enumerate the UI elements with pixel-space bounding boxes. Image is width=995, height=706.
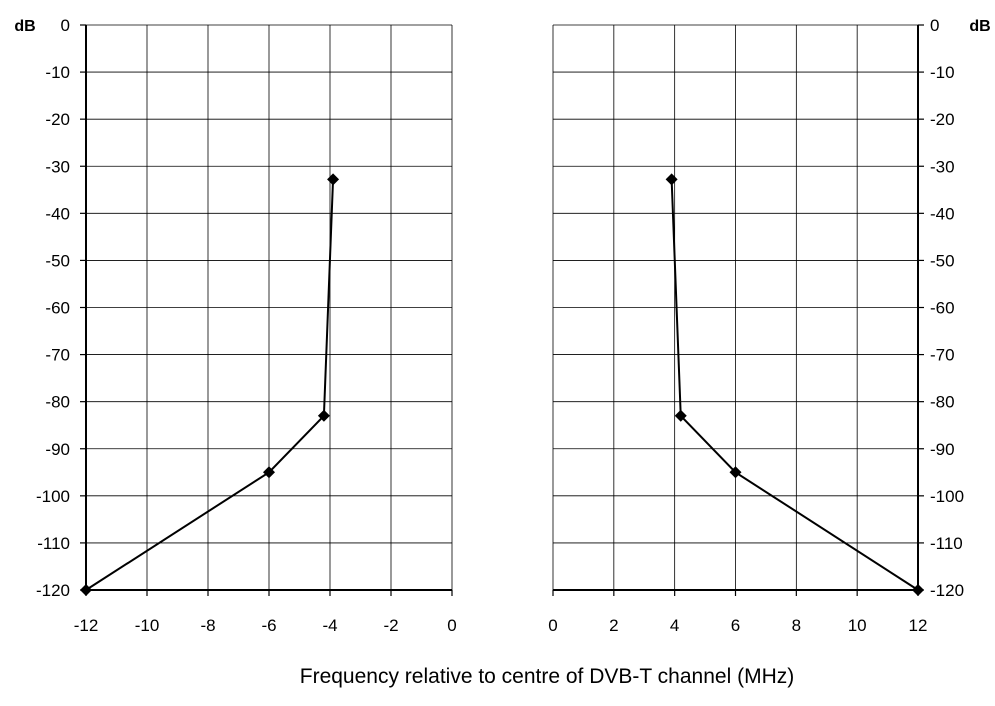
x-tick-label: 4 <box>670 616 679 635</box>
y-tick-label: -70 <box>930 346 955 365</box>
y-axis-unit-label: dB <box>969 18 990 35</box>
x-tick-label: -10 <box>135 616 160 635</box>
y-tick-label: -20 <box>45 110 70 129</box>
y-tick-label: -40 <box>45 204 70 223</box>
left-panel: 0-10-20-30-40-50-60-70-80-90-100-110-120… <box>14 16 456 635</box>
y-tick-label: -60 <box>45 299 70 318</box>
y-tick-label: -40 <box>930 204 955 223</box>
data-point-marker <box>912 584 924 596</box>
x-tick-label: 8 <box>792 616 801 635</box>
y-tick-label: -80 <box>45 393 70 412</box>
y-tick-label: -80 <box>930 393 955 412</box>
x-tick-label: 12 <box>909 616 928 635</box>
x-tick-label: -6 <box>261 616 276 635</box>
y-tick-label: -110 <box>930 534 963 553</box>
y-tick-label: -30 <box>930 157 955 176</box>
y-tick-label: -70 <box>45 346 70 365</box>
y-tick-label: 0 <box>61 16 70 35</box>
x-tick-label: -8 <box>200 616 215 635</box>
x-tick-label: 0 <box>447 616 456 635</box>
x-tick-label: 10 <box>848 616 867 635</box>
y-tick-label: -30 <box>45 157 70 176</box>
y-tick-label: -110 <box>37 534 70 553</box>
y-tick-label: -60 <box>930 299 955 318</box>
y-tick-label: -120 <box>930 581 964 600</box>
y-tick-label: -50 <box>45 251 70 270</box>
y-tick-label: -10 <box>45 63 70 82</box>
y-tick-label: -20 <box>930 110 955 129</box>
data-point-marker <box>327 173 340 186</box>
x-tick-label: 6 <box>731 616 740 635</box>
x-tick-label: -2 <box>383 616 398 635</box>
data-point-marker <box>317 409 330 422</box>
data-point-marker <box>80 584 92 596</box>
x-tick-label: 0 <box>548 616 557 635</box>
data-point-marker <box>729 466 742 479</box>
series-line <box>85 179 335 591</box>
y-tick-label: -100 <box>930 487 964 506</box>
right-panel: 0 -10 -20 -30 -40 -50 -60 -70 -80 -90 -100 -110 -120… <box>548 16 990 635</box>
data-point-marker <box>674 409 687 422</box>
y-tick-label: -120 <box>36 581 70 600</box>
y-tick-label: 0 <box>930 16 939 35</box>
y-tick-label: -90 <box>930 440 955 459</box>
x-axis-title: Frequency relative to centre of DVB-T ch… <box>300 665 794 688</box>
y-tick-label: -100 <box>36 487 70 506</box>
y-tick-label: -50 <box>930 251 955 270</box>
y-tick-label: -90 <box>45 440 70 459</box>
data-point-marker <box>665 173 678 186</box>
series-line <box>670 179 919 591</box>
x-tick-label: -4 <box>322 616 337 635</box>
y-axis-unit-label: dB <box>14 18 35 35</box>
x-tick-label: -12 <box>74 616 99 635</box>
data-point-marker <box>263 466 275 479</box>
x-tick-label: 2 <box>609 616 618 635</box>
y-tick-label: -10 <box>930 63 955 82</box>
